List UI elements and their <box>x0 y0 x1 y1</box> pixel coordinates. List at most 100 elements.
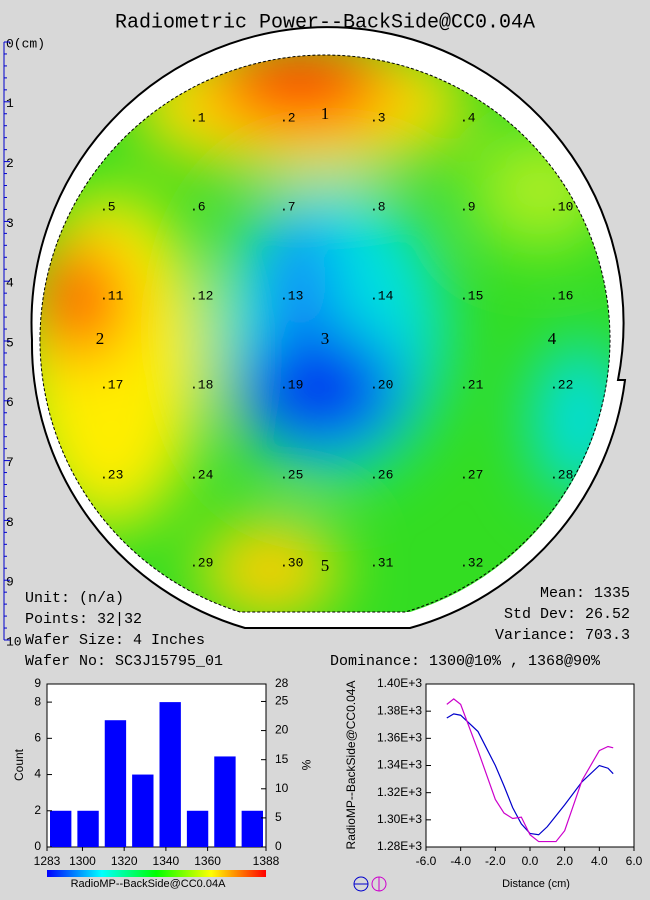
point-label: .3 <box>370 110 386 125</box>
ruler-label: 1 <box>6 96 14 111</box>
y-tick-label: 4 <box>34 767 41 781</box>
point-label: .22 <box>550 377 573 392</box>
stat-text: Mean: 1335 <box>540 585 630 602</box>
point-label: .28 <box>550 467 573 482</box>
ruler-label: 4 <box>6 276 14 291</box>
point-label: .26 <box>370 467 393 482</box>
y2-tick-label: 25 <box>275 694 289 708</box>
x-tick-label: 6.0 <box>626 854 643 868</box>
x-tick-label: 1360 <box>194 854 221 868</box>
ruler-label: 7 <box>6 455 14 470</box>
bar <box>132 774 154 847</box>
x-tick-label: -6.0 <box>416 854 437 868</box>
ruler-label: 9 <box>6 575 14 590</box>
y-tick-label: 0 <box>34 839 41 853</box>
point-label: .16 <box>550 288 573 303</box>
x-tick-label: -2.0 <box>485 854 506 868</box>
point-label: .23 <box>100 467 123 482</box>
profile-frame <box>425 683 635 848</box>
x-axis-label: RadioMP--BackSide@CC0.04A <box>71 878 227 890</box>
stat-text: Std Dev: 26.52 <box>504 606 630 623</box>
y-tick-label: 1.28E+3 <box>377 839 422 853</box>
y-tick-label: 1.36E+3 <box>377 731 422 745</box>
bar <box>77 810 99 847</box>
ruler-label: 2 <box>6 156 14 171</box>
y-axis-label: RadioMP--BackSide@CC0.04A <box>344 681 358 850</box>
bar <box>104 720 127 847</box>
x-tick-label: 1300 <box>69 854 96 868</box>
y2-tick-label: 28 <box>275 676 289 690</box>
bar <box>50 810 72 847</box>
x-tick-label: -4.0 <box>450 854 471 868</box>
point-label: .2 <box>280 110 296 125</box>
stat-text: Dominance: 1300@10% , 1368@90% <box>330 653 601 670</box>
y2-axis-label: % <box>299 760 313 771</box>
ruler-label: 3 <box>6 216 14 231</box>
series-line <box>446 698 614 843</box>
point-label: .20 <box>370 377 393 392</box>
wafer-edge <box>39 54 611 613</box>
site-label: 5 <box>321 556 330 575</box>
point-label: .9 <box>460 199 476 214</box>
x-tick-label: 1388 <box>253 854 280 868</box>
y-axis-label: Count <box>12 748 26 781</box>
ruler-label: 6 <box>6 395 14 410</box>
point-label: .30 <box>280 555 303 570</box>
y-tick-label: 1.38E+3 <box>377 703 422 717</box>
ruler-label: 5 <box>6 335 14 350</box>
y2-tick-label: 20 <box>275 723 289 737</box>
point-label: .24 <box>190 467 214 482</box>
y-tick-label: 1.30E+3 <box>377 812 422 826</box>
title: Radiometric Power--BackSide@CC0.04A <box>115 11 535 34</box>
x-tick-label: 1283 <box>34 854 61 868</box>
y2-tick-label: 15 <box>275 752 289 766</box>
y-tick-label: 1.40E+3 <box>377 676 422 690</box>
point-label: .10 <box>550 199 573 214</box>
x-tick-label: 1320 <box>111 854 138 868</box>
stat-text: Wafer No: SC3J15795_01 <box>25 653 223 670</box>
site-label: 1 <box>321 104 330 123</box>
site-label: 3 <box>321 329 330 348</box>
bar <box>241 810 263 847</box>
ruler-label: 0(cm) <box>6 36 45 51</box>
site-label: 2 <box>96 329 105 348</box>
point-label: .17 <box>100 377 123 392</box>
point-label: .6 <box>190 199 206 214</box>
y-tick-label: 6 <box>34 731 41 745</box>
point-label: .25 <box>280 467 303 482</box>
stat-text: Variance: 703.3 <box>495 627 630 644</box>
point-label: .18 <box>190 377 213 392</box>
bar <box>186 810 209 847</box>
point-label: .15 <box>460 288 483 303</box>
point-label: .11 <box>100 288 124 303</box>
bar <box>214 756 236 847</box>
site-label: 4 <box>548 329 557 348</box>
x-tick-label: 1340 <box>153 854 180 868</box>
y-tick-label: 8 <box>34 694 41 708</box>
y2-tick-label: 0 <box>275 839 282 853</box>
point-label: .7 <box>280 199 296 214</box>
x-tick-label: 0.0 <box>522 854 539 868</box>
y-tick-label: 1.32E+3 <box>377 785 422 799</box>
point-label: .8 <box>370 199 386 214</box>
point-label: .31 <box>370 555 394 570</box>
point-label: .1 <box>190 110 206 125</box>
ruler-label: 10 <box>6 634 22 649</box>
stat-text: Wafer Size: 4 Inches <box>25 632 205 649</box>
point-label: .21 <box>460 377 484 392</box>
profile-legend <box>353 876 387 892</box>
point-label: .29 <box>190 555 213 570</box>
x-tick-label: 2.0 <box>556 854 573 868</box>
y2-tick-label: 10 <box>275 781 289 795</box>
stat-text: Points: 32|32 <box>25 611 142 628</box>
point-label: .27 <box>460 467 483 482</box>
stat-text: Unit: (n/a) <box>25 590 124 607</box>
y-tick-label: 9 <box>34 676 41 690</box>
x-tick-label: 4.0 <box>591 854 608 868</box>
point-label: .32 <box>460 555 483 570</box>
point-label: .4 <box>460 110 476 125</box>
point-label: .13 <box>280 288 303 303</box>
color-bar <box>47 870 266 877</box>
